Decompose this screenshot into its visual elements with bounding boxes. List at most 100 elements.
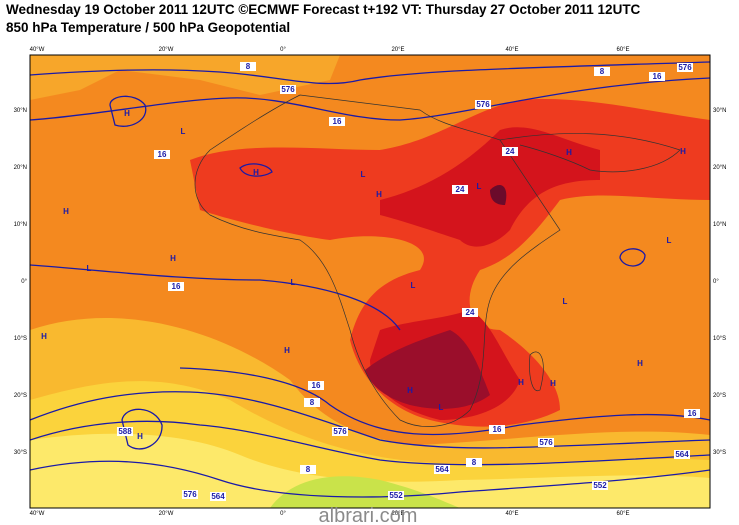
pressure-center: L: [291, 278, 296, 287]
contour-label: 564: [435, 465, 449, 474]
lat-label: 30°N: [14, 108, 27, 114]
contour-label-bg: [117, 427, 133, 436]
contour-label: 16: [653, 72, 662, 81]
lon-label: 40°W: [30, 47, 45, 53]
lon-label: 0°: [280, 47, 286, 53]
contour-label-bg: [489, 425, 505, 434]
lat-label: 20°S: [14, 393, 27, 399]
contour-label: 552: [389, 491, 403, 500]
lon-label: 60°E: [616, 511, 629, 517]
pressure-center: H: [376, 190, 382, 199]
contour-label-bg: [434, 465, 450, 474]
contour-label: 24: [456, 185, 465, 194]
lat-label: 30°S: [14, 450, 27, 456]
contour-label-bg: [538, 438, 554, 447]
pressure-center: H: [170, 254, 176, 263]
contour-label: 588: [118, 427, 132, 436]
pressure-center: H: [637, 359, 643, 368]
contour-label: 16: [158, 150, 167, 159]
contour-label: 576: [539, 438, 553, 447]
lat-label: 10°S: [14, 336, 27, 342]
contour-label: 24: [506, 147, 515, 156]
contour-label-bg: [594, 67, 610, 76]
lon-label: 20°W: [159, 511, 174, 517]
contour-label: 576: [476, 100, 490, 109]
contour-label: 8: [306, 465, 311, 474]
lon-label: 40°E: [505, 47, 518, 53]
contour-label-bg: [452, 185, 468, 194]
contour-label-bg: [677, 63, 693, 72]
pressure-center: H: [518, 378, 524, 387]
contour-label: 576: [333, 427, 347, 436]
contour-label-bg: [332, 427, 348, 436]
pressure-center: L: [563, 297, 568, 306]
contour-label: 8: [246, 62, 251, 71]
contour-label-bg: [182, 490, 198, 499]
contour-label-bg: [475, 100, 491, 109]
pressure-center: H: [566, 148, 572, 157]
contour-label-bg: [154, 150, 170, 159]
contour-label: 16: [688, 409, 697, 418]
contour-label-bg: [388, 491, 404, 500]
pressure-center: L: [667, 236, 672, 245]
contour-label: 564: [675, 450, 689, 459]
contour-label-bg: [308, 381, 324, 390]
lon-label: 0°: [280, 511, 286, 517]
pressure-center: L: [411, 281, 416, 290]
contour-label-bg: [649, 72, 665, 81]
pressure-center: L: [361, 170, 366, 179]
pressure-center: H: [550, 379, 556, 388]
pressure-center: H: [63, 207, 69, 216]
contour-label: 24: [466, 308, 475, 317]
contour-label-bg: [280, 85, 296, 94]
contour-label-bg: [462, 308, 478, 317]
pressure-center: H: [284, 346, 290, 355]
lon-label: 20°E: [391, 47, 404, 53]
contour-label-bg: [502, 147, 518, 156]
contour-label-bg: [300, 465, 316, 474]
lon-label: 20°E: [391, 511, 404, 517]
contour-label-bg: [304, 398, 320, 407]
contour-label-bg: [240, 62, 256, 71]
contour-label: 576: [183, 490, 197, 499]
lat-label: 10°N: [713, 222, 726, 228]
contour-label-bg: [684, 409, 700, 418]
contour-label-bg: [592, 481, 608, 490]
contour-label: 8: [310, 398, 315, 407]
lat-label: 10°S: [713, 336, 726, 342]
pressure-center: H: [41, 332, 47, 341]
map-frame: [29, 54, 711, 509]
title-line2: 850 hPa Temperature / 500 hPa Geopotenti…: [6, 20, 290, 35]
contour-label: 16: [312, 381, 321, 390]
lon-label: 40°W: [30, 511, 45, 517]
map-field: [30, 55, 710, 508]
contour-label: 564: [211, 492, 225, 501]
watermark: albrari.com: [319, 505, 418, 525]
lat-label: 30°N: [713, 108, 726, 114]
contour-label-bg: [329, 117, 345, 126]
contour-label: 8: [472, 458, 477, 467]
pressure-center: H: [680, 147, 686, 156]
contour-label: 576: [678, 63, 692, 72]
pressure-center: L: [439, 403, 444, 412]
contour-label-bg: [674, 450, 690, 459]
lat-label: 20°S: [713, 393, 726, 399]
lon-label: 60°E: [616, 47, 629, 53]
pressure-center: H: [407, 386, 413, 395]
pressure-center: H: [137, 432, 143, 441]
contour-label: 576: [281, 85, 295, 94]
pressure-center: L: [87, 264, 92, 273]
contour-label: 552: [593, 481, 607, 490]
contour-label: 16: [172, 282, 181, 291]
pressure-center: L: [181, 127, 186, 136]
lat-label: 10°N: [14, 222, 27, 228]
lat-label: 20°N: [14, 165, 27, 171]
title-line1: Wednesday 19 October 2011 12UTC ©ECMWF F…: [6, 2, 641, 17]
contour-label-bg: [466, 458, 482, 467]
contour-label: 16: [493, 425, 502, 434]
pressure-center: H: [253, 168, 259, 177]
contour-label: 16: [333, 117, 342, 126]
lat-label: 0°: [713, 279, 719, 285]
pressure-center: H: [124, 109, 130, 118]
contour-label-bg: [210, 492, 226, 501]
